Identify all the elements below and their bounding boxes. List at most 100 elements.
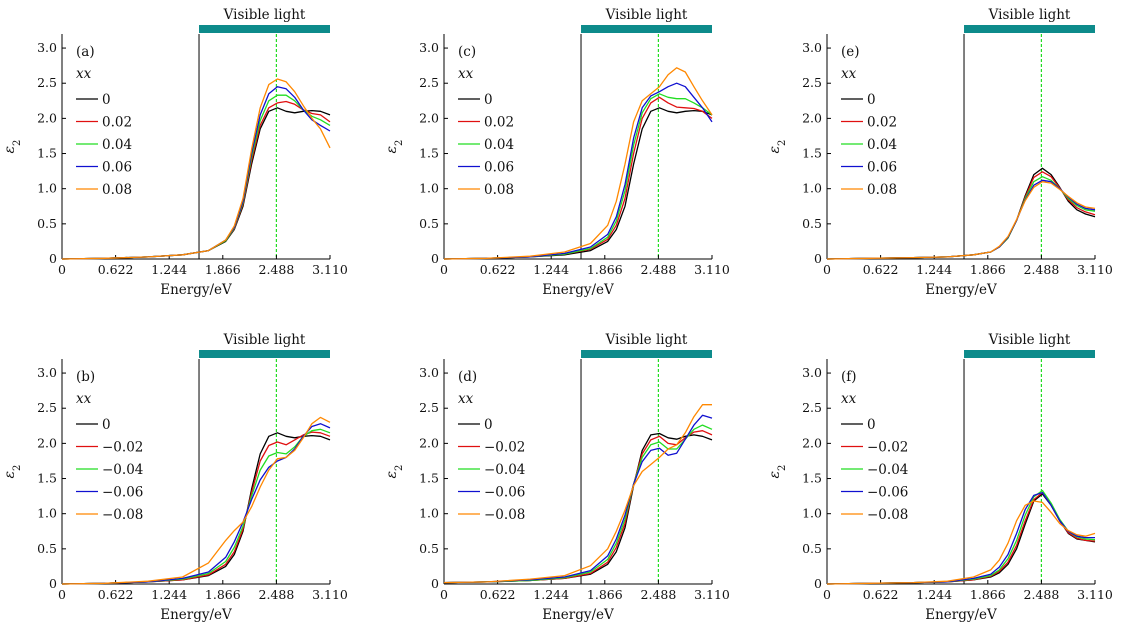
legend-label: 0.04 bbox=[484, 137, 514, 153]
series-line-4 bbox=[826, 181, 1096, 260]
visible-light-label: Visible light bbox=[223, 332, 306, 348]
chart-panel-2: Visible light 0 0.622 1.244 1.866 2.488 3.110 0… bbox=[767, 7, 1113, 298]
y-axis-label: ε2 bbox=[767, 140, 788, 154]
x-tick-label: 0.622 bbox=[480, 262, 516, 277]
x-tick-label: 1.866 bbox=[205, 262, 241, 277]
chart-panel-3: Visible light 0 0.622 1.244 1.866 2.488 3.110 0… bbox=[2, 332, 348, 623]
x-tick-label: 0 bbox=[823, 587, 831, 602]
x-tick-label: 1.244 bbox=[916, 587, 952, 602]
visible-light-bar bbox=[964, 350, 1095, 358]
y-axis-label-subscript: 2 bbox=[777, 140, 788, 146]
visible-light-bar bbox=[581, 25, 712, 33]
x-tick-label: 2.488 bbox=[259, 587, 295, 602]
x-tick-label: 3.110 bbox=[1077, 587, 1113, 602]
y-tick-label: 0.5 bbox=[37, 216, 57, 231]
y-tick-label: 1.0 bbox=[802, 181, 822, 196]
legend-title: xx bbox=[841, 391, 857, 407]
y-axis-label-symbol: ε bbox=[767, 146, 783, 154]
y-tick-label: 2.0 bbox=[802, 435, 822, 450]
x-tick-label: 1.244 bbox=[533, 262, 569, 277]
x-tick-label: 1.866 bbox=[205, 587, 241, 602]
x-tick-label: 2.488 bbox=[1024, 587, 1060, 602]
y-tick-label: 0.5 bbox=[419, 216, 439, 231]
series-line-3 bbox=[443, 414, 713, 584]
legend-label: 0.02 bbox=[102, 115, 132, 131]
y-axis-label-subscript: 2 bbox=[777, 465, 788, 471]
panel-label: (a) bbox=[76, 44, 95, 60]
y-axis-label-symbol: ε bbox=[2, 471, 18, 479]
legend-label: −0.06 bbox=[102, 485, 143, 501]
y-tick-label: 1.5 bbox=[37, 471, 57, 486]
y-axis-label: ε2 bbox=[2, 140, 23, 154]
chart-panel-5: Visible light 0 0.622 1.244 1.866 2.488 3.110 0… bbox=[767, 332, 1113, 623]
legend-label: 0.08 bbox=[102, 182, 132, 198]
y-tick-label: 0 bbox=[814, 576, 822, 591]
y-tick-label: 3.0 bbox=[802, 40, 822, 55]
y-tick-label: 3.0 bbox=[37, 365, 57, 380]
y-tick-label: 1.5 bbox=[419, 146, 439, 161]
series-line-4 bbox=[443, 67, 713, 260]
y-tick-label: 2.5 bbox=[419, 75, 439, 90]
legend-label: 0 bbox=[867, 92, 876, 108]
x-axis-label: Energy/eV bbox=[542, 282, 614, 298]
legend-label: −0.08 bbox=[867, 507, 908, 523]
visible-light-label: Visible light bbox=[605, 332, 688, 348]
y-tick-label: 2.0 bbox=[37, 435, 57, 450]
y-tick-label: 2.5 bbox=[802, 75, 822, 90]
x-tick-label: 1.866 bbox=[970, 262, 1006, 277]
series-line-4 bbox=[826, 500, 1096, 585]
visible-light-bar bbox=[964, 25, 1095, 33]
chart-panel-1: Visible light 0 0.622 1.244 1.866 2.488 3.110 0… bbox=[384, 7, 730, 298]
legend-label: 0.02 bbox=[484, 115, 514, 131]
legend-label: 0 bbox=[484, 417, 493, 433]
visible-light-label: Visible light bbox=[223, 7, 306, 23]
chart-panel-4: Visible light 0 0.622 1.244 1.866 2.488 3.110 0… bbox=[384, 332, 730, 623]
x-tick-label: 0 bbox=[823, 262, 831, 277]
y-tick-label: 1.0 bbox=[802, 506, 822, 521]
legend-label: 0.04 bbox=[867, 137, 897, 153]
panel-label: (c) bbox=[458, 44, 476, 60]
legend-title: xx bbox=[458, 66, 474, 82]
visible-light-bar bbox=[581, 350, 712, 358]
y-tick-label: 0 bbox=[431, 251, 439, 266]
panel-label: (d) bbox=[458, 369, 477, 385]
y-tick-label: 0 bbox=[814, 251, 822, 266]
x-tick-label: 3.110 bbox=[694, 587, 730, 602]
legend-label: 0.08 bbox=[484, 182, 514, 198]
legend-label: 0 bbox=[484, 92, 493, 108]
x-tick-label: 3.110 bbox=[312, 262, 348, 277]
legend-label: −0.06 bbox=[484, 485, 525, 501]
series-line-3 bbox=[443, 82, 713, 260]
legend-label: 0.04 bbox=[102, 137, 132, 153]
y-tick-label: 0.5 bbox=[802, 216, 822, 231]
x-tick-label: 1.244 bbox=[151, 587, 187, 602]
legend-label: 0 bbox=[102, 417, 111, 433]
legend-title: xx bbox=[76, 391, 92, 407]
y-tick-label: 1.0 bbox=[37, 506, 57, 521]
y-tick-label: 1.5 bbox=[419, 471, 439, 486]
y-tick-label: 1.0 bbox=[419, 506, 439, 521]
y-tick-label: 1.0 bbox=[37, 181, 57, 196]
y-axis-label-symbol: ε bbox=[384, 146, 400, 154]
legend-label: 0.06 bbox=[102, 160, 132, 176]
visible-light-label: Visible light bbox=[605, 7, 688, 23]
x-tick-label: 2.488 bbox=[641, 587, 677, 602]
x-tick-label: 2.488 bbox=[259, 262, 295, 277]
x-axis-label: Energy/eV bbox=[925, 282, 997, 298]
x-axis-label: Energy/eV bbox=[160, 282, 232, 298]
y-tick-label: 1.0 bbox=[419, 181, 439, 196]
y-tick-label: 1.5 bbox=[802, 471, 822, 486]
x-tick-label: 3.110 bbox=[1077, 262, 1113, 277]
x-tick-label: 1.866 bbox=[587, 587, 623, 602]
y-axis-label: ε2 bbox=[384, 465, 405, 479]
y-tick-label: 2.5 bbox=[802, 400, 822, 415]
y-axis-label-subscript: 2 bbox=[12, 140, 23, 146]
legend-label: 0 bbox=[102, 92, 111, 108]
series-line-4 bbox=[61, 416, 331, 585]
x-tick-label: 0.622 bbox=[480, 587, 516, 602]
x-tick-label: 0.622 bbox=[98, 262, 134, 277]
y-tick-label: 3.0 bbox=[37, 40, 57, 55]
legend-label: 0.06 bbox=[867, 160, 897, 176]
y-tick-label: 2.0 bbox=[419, 110, 439, 125]
legend-label: −0.04 bbox=[102, 462, 143, 478]
